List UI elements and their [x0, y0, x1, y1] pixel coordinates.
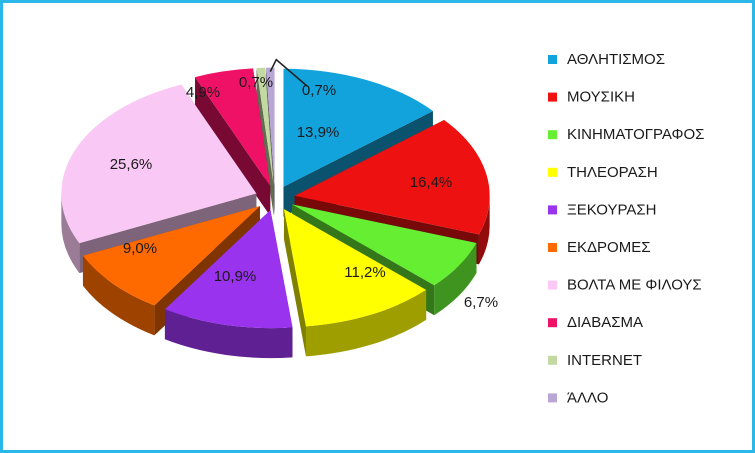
data-label-5: 9,0% — [123, 240, 157, 257]
legend-swatch-3 — [548, 167, 557, 177]
pie-chart: 13,9% 16,4% 6,7% 11,2% 10,9% 9,0% 25,6% 4,9% 0,7… — [61, 51, 704, 406]
data-label-1: 16,4% — [410, 174, 453, 191]
legend-label-7: ΔΙΑΒΑΣΜΑ — [567, 314, 643, 331]
legend-swatch-4 — [548, 205, 557, 215]
legend-label-5: ΕΚΔΡΟΜΕΣ — [567, 239, 650, 256]
leader-line — [269, 58, 308, 87]
data-label-0: 13,9% — [297, 124, 340, 141]
legend-swatch-7 — [548, 318, 557, 328]
data-label-3: 11,2% — [344, 264, 385, 281]
data-label-2: 6,7% — [464, 294, 498, 311]
data-label-6: 25,6% — [110, 156, 153, 173]
legend-label-9: ΆΛΛΟ — [567, 389, 608, 406]
legend-swatch-2 — [548, 130, 557, 140]
pie-slices — [61, 67, 490, 359]
data-labels: 13,9% 16,4% 6,7% 11,2% 10,9% 9,0% 25,6% 4,9% 0,7… — [110, 58, 498, 311]
legend: ΑΘΛΗΤΙΣΜΟΣ ΜΟΥΣΙΚΗ ΚΙΝΗΜΑΤΟΓΡΑΦΟΣ ΤΗΛΕΟΡΑΣΗ… — [548, 51, 704, 406]
legend-swatch-5 — [548, 243, 557, 252]
legend-swatch-9 — [548, 393, 557, 403]
legend-swatch-0 — [548, 55, 557, 64]
legend-label-6: ΒΟΛΤΑ ΜΕ ΦΙΛΟΥΣ — [567, 277, 702, 294]
pie-slice-7 — [195, 68, 271, 216]
legend-label-2: ΚΙΝΗΜΑΤΟΓΡΑΦΟΣ — [567, 126, 704, 143]
legend-swatch-1 — [548, 92, 557, 102]
pie-slice-4 — [164, 210, 293, 359]
legend-label-8: INTERNET — [567, 352, 642, 369]
data-label-4: 10,9% — [214, 268, 257, 285]
pie-slice-3 — [283, 209, 427, 357]
legend-label-0: ΑΘΛΗΤΙΣΜΟΣ — [567, 51, 665, 68]
data-label-8: 0,7% — [239, 74, 273, 91]
data-label-7: 4,9% — [186, 84, 220, 101]
data-label-9: 0,7% — [302, 82, 336, 99]
legend-label-3: ΤΗΛΕΟΡΑΣΗ — [567, 164, 658, 181]
legend-label-1: ΜΟΥΣΙΚΗ — [567, 89, 635, 106]
legend-swatch-6 — [548, 280, 557, 290]
pie-slice-8 — [256, 67, 274, 216]
legend-swatch-8 — [548, 355, 557, 365]
legend-label-4: ΞΕΚΟΥΡΑΣΗ — [567, 201, 657, 218]
